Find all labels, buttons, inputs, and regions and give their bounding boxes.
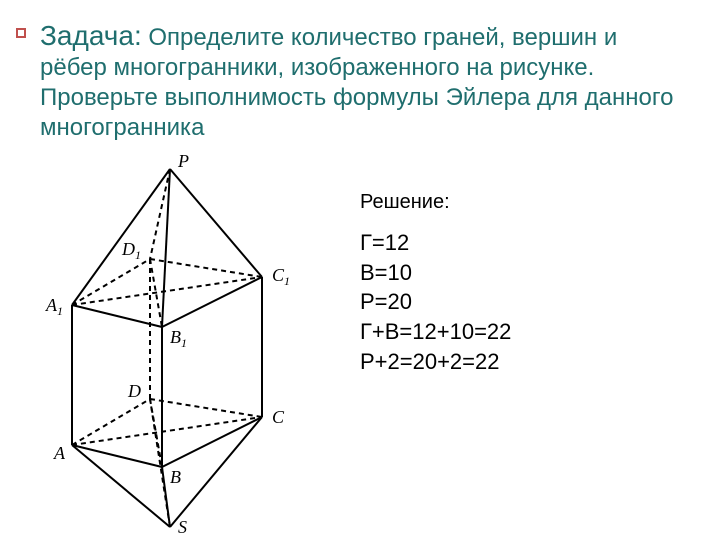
vertex-label: B1 <box>170 327 187 350</box>
vertex-label: S <box>178 517 187 535</box>
vertex-label: D <box>127 381 141 401</box>
edge <box>72 305 162 327</box>
solution-line: Г+В=12+10=22 <box>360 317 690 347</box>
vertex-label: B <box>170 467 181 487</box>
title-lead: Задача: <box>40 20 142 51</box>
solution-column: Решение: Г=12В=10Р=20Г+В=12+10=22Р+2=20+… <box>330 151 690 376</box>
vertex-label: D1 <box>121 239 141 262</box>
solution-label: Решение: <box>360 191 690 214</box>
edge <box>162 417 262 467</box>
edge <box>170 417 262 527</box>
edge <box>72 399 150 445</box>
edge <box>150 259 262 277</box>
vertex-label: A1 <box>45 295 63 318</box>
vertex-label: P <box>177 155 189 171</box>
edge <box>162 169 170 327</box>
vertex-label: C <box>272 407 285 427</box>
vertex-label: A <box>53 443 66 463</box>
edge <box>162 277 262 327</box>
edge <box>72 169 170 305</box>
edge <box>170 169 262 277</box>
polyhedron-figure: P A1 B1 C1 D1 A B C D S <box>40 155 300 535</box>
solution-lines: Г=12В=10Р=20Г+В=12+10=22Р+2=20+2=22 <box>360 228 690 376</box>
slide-bullet <box>16 28 26 38</box>
figure-container: P A1 B1 C1 D1 A B C D S <box>40 151 330 540</box>
vertex-label: C1 <box>272 265 290 288</box>
edge <box>150 399 262 417</box>
solution-line: В=10 <box>360 258 690 288</box>
content-row: P A1 B1 C1 D1 A B C D S Решение: Г=12В=10Р=20Г+В=… <box>40 151 690 540</box>
problem-title: Задача: Определите количество граней, ве… <box>40 18 690 143</box>
solution-line: Р+2=20+2=22 <box>360 347 690 377</box>
edge <box>162 467 170 527</box>
solution-line: Р=20 <box>360 287 690 317</box>
edge <box>72 259 150 305</box>
solution-line: Г=12 <box>360 228 690 258</box>
